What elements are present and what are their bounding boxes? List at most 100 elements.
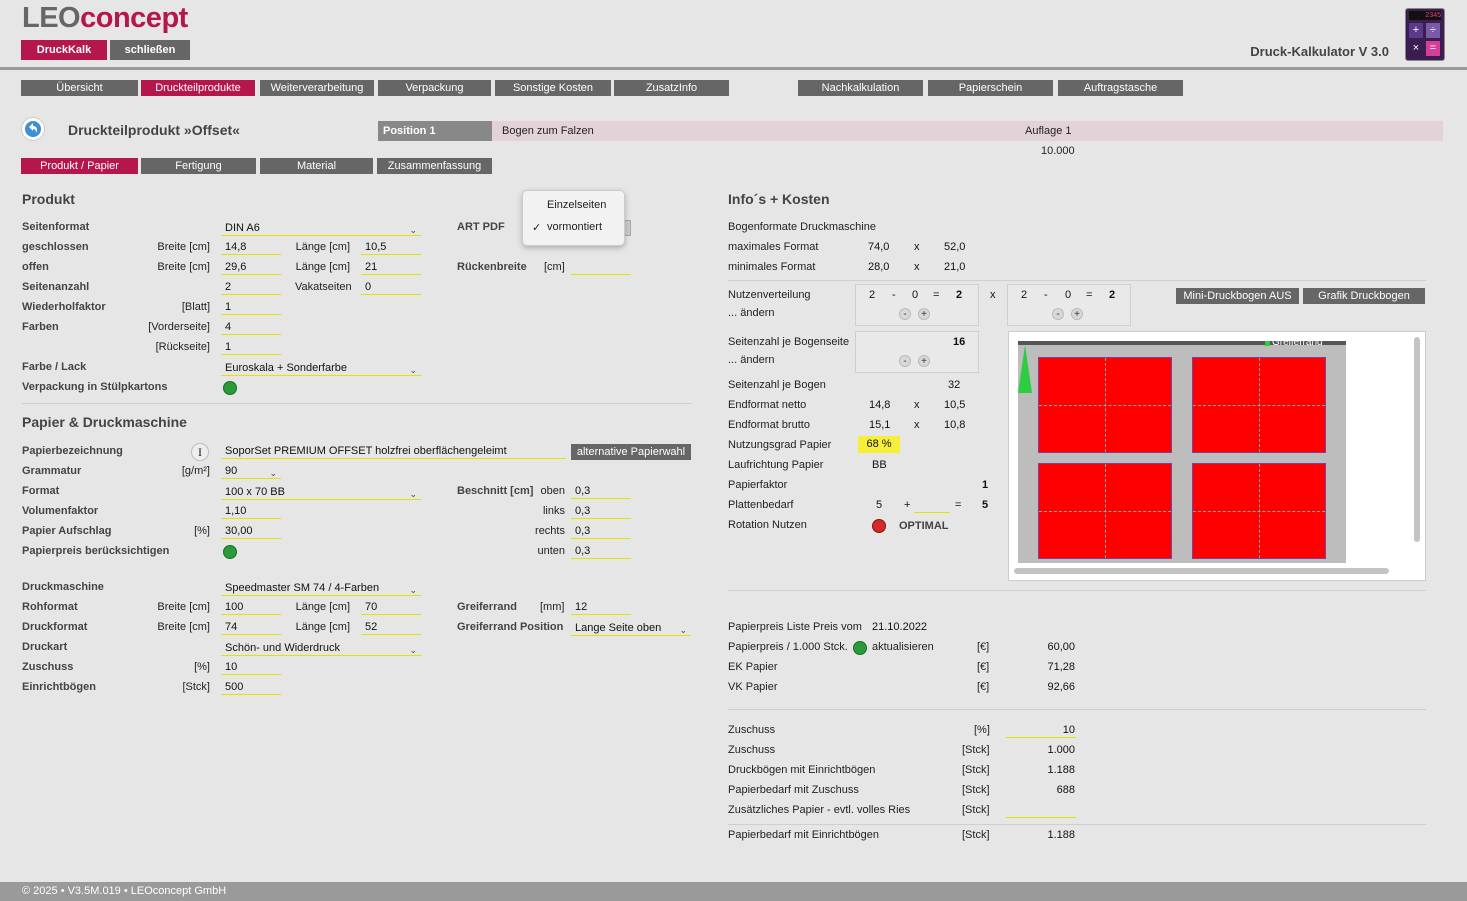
plattenbedarf-extra-field[interactable] — [914, 497, 950, 513]
nav-nachkalkulation[interactable]: Nachkalkulation — [798, 80, 923, 96]
grammatur-select[interactable]: 90 ⌄ — [221, 463, 281, 479]
papierbedarf-total-value: 1.188 — [1047, 829, 1075, 841]
nav-zusatzinfo[interactable]: ZusatzInfo — [614, 80, 729, 96]
aktualisieren-icon[interactable] — [853, 641, 867, 655]
aktualisieren-label[interactable]: aktualisieren — [872, 641, 934, 653]
ruecken-field[interactable] — [571, 259, 631, 275]
greiferrand-field[interactable]: 12 — [571, 599, 631, 615]
kosten-zuschuss-pct-field[interactable]: 10 — [1006, 722, 1076, 738]
alternative-papierwahl-button[interactable]: alternative Papierwahl — [571, 444, 691, 460]
farbe-lack-select[interactable]: Euroskala + Sonderfarbe ⌄ — [221, 360, 421, 376]
calculator-app-icon[interactable]: 2345 + ÷ × = — [1405, 8, 1445, 61]
nav-verpackung[interactable]: Verpackung — [378, 80, 491, 96]
preview-vertical-scrollbar[interactable] — [1414, 337, 1420, 542]
papierpreis-toggle-icon[interactable] — [223, 545, 237, 559]
verpackung-toggle-icon[interactable] — [223, 381, 237, 395]
info-icon[interactable]: I — [191, 443, 209, 461]
chevron-down-icon: ⌄ — [409, 225, 417, 235]
seiten-plus-button[interactable]: + — [918, 355, 930, 367]
greiferrand-position-value: Lange Seite oben — [575, 622, 662, 634]
mini-druckbogen-button[interactable]: Mini-Druckbogen AUS — [1176, 288, 1299, 304]
volumenfaktor-label: Volumenfaktor — [22, 505, 99, 517]
popup-option-einzelseiten[interactable]: Einzelseiten — [547, 199, 607, 211]
druckart-select[interactable]: Schön- und Widerdruck ⌄ — [221, 640, 421, 656]
papierpreis-1000-label: Papierpreis / 1.000 Stck. — [728, 641, 848, 653]
nav-papierschein[interactable]: Papierschein — [928, 80, 1053, 96]
tab-zusammenfassung[interactable]: Zusammenfassung — [377, 158, 492, 174]
rohformat-breite-field[interactable]: 100 — [221, 599, 281, 615]
chevron-down-icon: ⌄ — [269, 468, 277, 478]
rueckseite-field[interactable]: 1 — [221, 339, 281, 355]
beschnitt-oben-field[interactable]: 0,3 — [571, 483, 631, 499]
druckmaschine-select[interactable]: Speedmaster SM 74 / 4-Farben ⌄ — [221, 580, 421, 596]
vorderseite-field[interactable]: 4 — [221, 319, 281, 335]
tab-fertigung[interactable]: Fertigung — [141, 158, 256, 174]
druckformat-breite-unit: Breite [cm] — [157, 621, 210, 633]
position-label[interactable]: Position 1 — [378, 121, 492, 141]
offen-laenge-field[interactable]: 21 — [361, 259, 421, 275]
druckboegen-value: 1.188 — [1047, 764, 1075, 776]
nav-druckteilprodukte[interactable]: Druckteilprodukte — [141, 80, 255, 96]
seitenanzahl-field[interactable]: 2 — [221, 279, 281, 295]
geschlossen-breite-field[interactable]: 14,8 — [221, 239, 281, 255]
papierbezeichnung-field[interactable]: SoporSet PREMIUM OFFSET holzfrei oberflä… — [221, 443, 566, 459]
greiferrand-position-select[interactable]: Lange Seite oben ⌄ — [571, 620, 691, 636]
vakatseiten-field[interactable]: 0 — [361, 279, 421, 295]
tab-material[interactable]: Material — [260, 158, 373, 174]
nutzen2-minus-button[interactable]: - — [1052, 308, 1064, 320]
nav-weiterverarbeitung[interactable]: Weiterverarbeitung — [260, 80, 374, 96]
back-button[interactable] — [21, 117, 45, 141]
nutzen1-a: 2 — [869, 289, 876, 301]
seiten-aendern-label: ... ändern — [728, 354, 775, 366]
brand-logo-part2: concept — [80, 2, 188, 34]
seitenformat-value: DIN A6 — [225, 222, 260, 234]
beschnitt-unten-field[interactable]: 0,3 — [571, 543, 631, 559]
rotation-value: OPTIMAL — [899, 520, 949, 532]
seiten-minus-button[interactable]: - — [899, 355, 911, 367]
vorderseite-unit: [Vorderseite] — [148, 321, 210, 333]
header-divider — [0, 67, 1467, 70]
beschnitt-rechts-field[interactable]: 0,3 — [571, 523, 631, 539]
beschnitt-oben-label: oben — [540, 485, 565, 497]
einrichtboegen-field[interactable]: 500 — [221, 679, 281, 695]
nutzen1-plus-button[interactable]: + — [918, 308, 930, 320]
zuschuss-field[interactable]: 10 — [221, 659, 281, 675]
seitenformat-select[interactable]: DIN A6 ⌄ — [221, 220, 421, 236]
rohformat-laenge-field[interactable]: 70 — [361, 599, 421, 615]
min-format-x: x — [914, 261, 920, 273]
greiferrand-unit: [mm] — [540, 601, 565, 613]
nutzen2-plus-button[interactable]: + — [1071, 308, 1083, 320]
druckkalk-button[interactable]: DruckKalk — [21, 40, 107, 60]
greiferrand-marker — [1265, 341, 1270, 346]
greiferrand-position-label: Greiferrand Position — [457, 621, 564, 633]
grafik-druckbogen-button[interactable]: Grafik Druckbogen — [1303, 288, 1425, 304]
rotation-toggle-icon[interactable] — [872, 519, 886, 533]
offen-breite-field[interactable]: 29,6 — [221, 259, 281, 275]
papierpreis-1000-unit: [€] — [977, 641, 990, 653]
zusaetzliches-papier-field[interactable] — [1006, 802, 1076, 818]
popup-option-vormontiert[interactable]: vormontiert — [547, 221, 603, 233]
druckformat-breite-field[interactable]: 74 — [221, 619, 281, 635]
grammatur-label: Grammatur — [22, 465, 82, 477]
beschnitt-links-field[interactable]: 0,3 — [571, 503, 631, 519]
nutzenverteilung-label: Nutzenverteilung — [728, 289, 811, 301]
endformat-netto-h: 10,5 — [944, 399, 966, 411]
position-description: Bogen zum Falzen — [502, 125, 594, 137]
format-select[interactable]: 100 x 70 BB ⌄ — [221, 484, 421, 500]
nutzen1-minus-button[interactable]: - — [899, 308, 911, 320]
aufschlag-field[interactable]: 30,00 — [221, 523, 281, 539]
tab-produkt-papier[interactable]: Produkt / Papier — [21, 158, 138, 174]
nav-auftragstasche[interactable]: Auftragstasche — [1058, 80, 1183, 96]
papierfaktor-label: Papierfaktor — [728, 479, 788, 491]
nav-sonstige-kosten[interactable]: Sonstige Kosten — [495, 80, 611, 96]
volumenfaktor-field[interactable]: 1,10 — [221, 503, 281, 519]
endformat-netto-label: Endformat netto — [728, 399, 807, 411]
druckformat-laenge-field[interactable]: 52 — [361, 619, 421, 635]
close-button[interactable]: schließen — [110, 40, 190, 60]
wiederholfaktor-field[interactable]: 1 — [221, 299, 281, 315]
rohformat-laenge-unit: Länge [cm] — [295, 601, 350, 613]
preview-horizontal-scrollbar[interactable] — [1014, 568, 1389, 574]
nav-uebersicht[interactable]: Übersicht — [21, 80, 138, 96]
geschlossen-laenge-field[interactable]: 10,5 — [361, 239, 421, 255]
papierbedarf-zuschuss-value: 688 — [1056, 784, 1075, 796]
